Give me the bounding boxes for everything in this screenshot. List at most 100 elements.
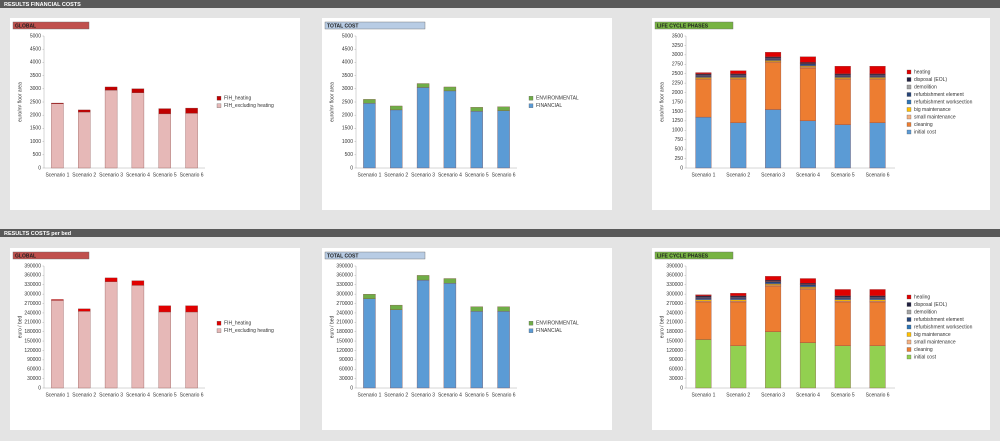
bar-segment [132, 285, 144, 388]
bar-segment [78, 309, 90, 312]
y-tick-label: 270000 [666, 301, 683, 307]
bar-segment [363, 299, 375, 388]
y-tick-label: 2500 [342, 99, 353, 105]
x-tick-label: Scenario 2 [72, 392, 96, 398]
y-tick-label: 240000 [24, 310, 41, 316]
y-tick-label: 300000 [336, 291, 353, 297]
y-tick-label: 270000 [24, 301, 41, 307]
y-tick-label: 2000 [672, 90, 683, 96]
y-tick-label: 210000 [666, 320, 683, 326]
legend-swatch [907, 295, 911, 299]
bar-segment [730, 75, 746, 77]
bar-segment [730, 297, 746, 299]
legend-label: big maintenance [914, 332, 951, 338]
bar-segment [159, 306, 171, 312]
bar-segment [835, 297, 851, 299]
legend-swatch [907, 348, 911, 352]
legend-swatch [907, 78, 911, 82]
bar-segment [390, 106, 402, 110]
y-tick-label: 90000 [669, 357, 683, 363]
bar-segment [730, 71, 746, 74]
y-tick-label: 360000 [666, 273, 683, 279]
x-tick-label: Scenario 2 [726, 172, 750, 178]
bar-segment [870, 297, 886, 299]
y-tick-label: 2250 [672, 80, 683, 86]
y-tick-label: 120000 [336, 348, 353, 354]
y-tick-label: 0 [38, 165, 41, 171]
bar-segment [51, 104, 63, 168]
legend-label: FIH_heating [224, 96, 251, 102]
section-bar [0, 229, 1000, 237]
bar-segment [696, 75, 712, 77]
bar-segment [471, 107, 483, 111]
y-tick-label: 300000 [24, 291, 41, 297]
legend-swatch [907, 340, 911, 344]
y-tick-label: 2500 [672, 71, 683, 77]
legend-swatch [907, 318, 911, 322]
bar-segment [835, 79, 851, 124]
bar-segment [835, 74, 851, 75]
bar-segment [390, 110, 402, 168]
bar-segment [696, 297, 712, 299]
y-tick-label: 3500 [30, 73, 41, 79]
bar-segment [870, 79, 886, 122]
bar-segment [105, 87, 117, 90]
legend-label: initial cost [914, 354, 937, 360]
legend-label: initial cost [914, 129, 937, 135]
bar-segment [870, 123, 886, 168]
y-axis-label: euro/m² floor area [17, 82, 23, 122]
y-tick-label: 150000 [666, 338, 683, 344]
bar-segment [498, 111, 510, 168]
bar-segment [78, 110, 90, 112]
x-tick-label: Scenario 1 [691, 392, 715, 398]
y-tick-label: 0 [38, 385, 41, 391]
y-tick-label: 300000 [666, 291, 683, 297]
bar-segment [696, 77, 712, 78]
legend-label: refurbishment worksection [914, 324, 973, 330]
y-tick-label: 4000 [30, 60, 41, 66]
legend-label: demolition [914, 309, 937, 315]
bar-segment [444, 91, 456, 168]
y-tick-label: 750 [675, 137, 684, 143]
section-title: RESULTS FINANCIAL COSTS [4, 2, 81, 8]
bar-segment [696, 302, 712, 340]
x-tick-label: Scenario 2 [384, 172, 408, 178]
y-tick-label: 120000 [24, 348, 41, 354]
y-tick-label: 60000 [669, 367, 683, 373]
legend-label: healing [914, 294, 930, 300]
bar-segment [498, 307, 510, 312]
bar-segment [696, 296, 712, 297]
legend-label: FIH_heating [224, 321, 251, 327]
legend-swatch [217, 96, 221, 100]
bar-segment [835, 300, 851, 301]
y-tick-label: 3000 [342, 86, 353, 92]
x-tick-label: Scenario 4 [796, 392, 820, 398]
bar-segment [835, 125, 851, 168]
bar-segment [765, 110, 781, 168]
legend-swatch [529, 329, 533, 333]
bar-segment [498, 107, 510, 111]
bar-segment [105, 90, 117, 168]
x-tick-label: Scenario 4 [126, 172, 150, 178]
y-tick-label: 5000 [30, 33, 41, 39]
y-tick-label: 3500 [342, 73, 353, 79]
bar-segment [186, 312, 198, 388]
x-tick-label: Scenario 3 [99, 172, 123, 178]
bar-segment [390, 305, 402, 310]
bar-segment [132, 281, 144, 286]
y-tick-label: 30000 [339, 376, 353, 382]
legend-label: demolition [914, 84, 937, 90]
x-tick-label: Scenario 3 [99, 392, 123, 398]
bar-segment [186, 306, 198, 312]
y-tick-label: 240000 [666, 310, 683, 316]
x-tick-label: Scenario 2 [384, 392, 408, 398]
y-tick-label: 30000 [669, 376, 683, 382]
bar-segment [835, 296, 851, 297]
x-tick-label: Scenario 1 [357, 172, 381, 178]
y-axis-label: euro / bed [659, 316, 665, 339]
bar-segment [800, 285, 816, 287]
bar-segment [870, 346, 886, 388]
bar-segment [132, 93, 144, 168]
legend-label: refurbishment element [914, 92, 964, 98]
